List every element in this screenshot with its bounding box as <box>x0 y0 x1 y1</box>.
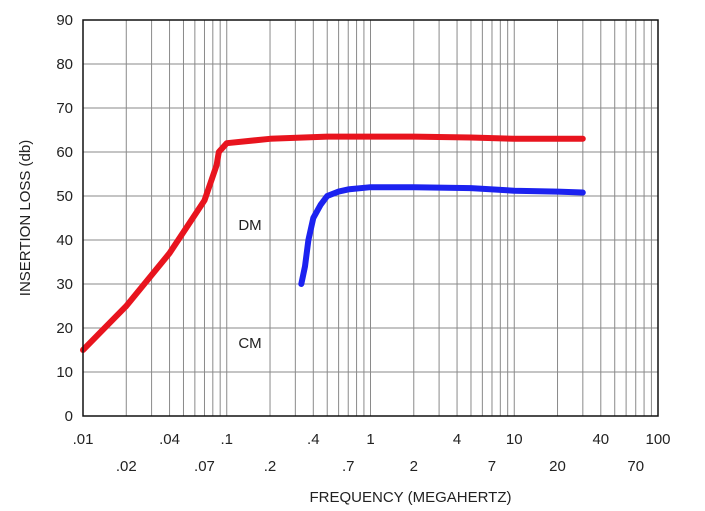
x-axis-title: FREQUENCY (MEGAHERTZ) <box>310 489 512 506</box>
y-tick-labels: 0 10 20 30 40 50 60 70 80 90 <box>56 12 73 425</box>
x-tick-label: 7 <box>488 458 496 475</box>
y-tick-label: 50 <box>56 188 73 205</box>
x-tick-label: .4 <box>307 431 320 448</box>
grid-lines <box>82 19 659 417</box>
y-tick-label: 40 <box>56 232 73 249</box>
x-tick-label: .2 <box>264 458 277 475</box>
x-tick-label: 1 <box>366 431 374 448</box>
x-tick-label: .04 <box>159 431 180 448</box>
x-tick-label: .07 <box>194 458 215 475</box>
x-tick-label: 4 <box>453 431 461 448</box>
y-tick-label: 60 <box>56 144 73 161</box>
x-tick-label: 70 <box>627 458 644 475</box>
x-tick-label: 10 <box>506 431 523 448</box>
x-tick-label: 2 <box>410 458 418 475</box>
series-line-dm <box>80 133 586 353</box>
y-tick-label: 90 <box>56 12 73 29</box>
x-tick-label: 40 <box>592 431 609 448</box>
x-tick-label: 20 <box>549 458 566 475</box>
y-tick-label: 20 <box>56 320 73 337</box>
x-tick-label: .01 <box>73 431 94 448</box>
y-tick-label: 30 <box>56 276 73 293</box>
y-tick-label: 70 <box>56 100 73 117</box>
series-label-dm: DM <box>238 217 261 234</box>
x-tick-label: 100 <box>645 431 670 448</box>
y-tick-label: 80 <box>56 56 73 73</box>
plot-frame <box>82 19 659 417</box>
series-label-cm: CM <box>238 335 261 352</box>
series-lines <box>80 133 586 353</box>
y-tick-label: 0 <box>65 408 73 425</box>
y-tick-label: 10 <box>56 364 73 381</box>
x-tick-labels: .01 .04 .1 .4 1 4 10 40 100 .02 .07 .2 .7 2 7 20 70 <box>73 431 671 475</box>
x-tick-label: .02 <box>116 458 137 475</box>
y-axis-title: INSERTION LOSS (db) <box>17 140 34 296</box>
x-tick-label: .1 <box>220 431 233 448</box>
series-line-cm <box>298 184 586 287</box>
x-tick-label: .7 <box>342 458 355 475</box>
